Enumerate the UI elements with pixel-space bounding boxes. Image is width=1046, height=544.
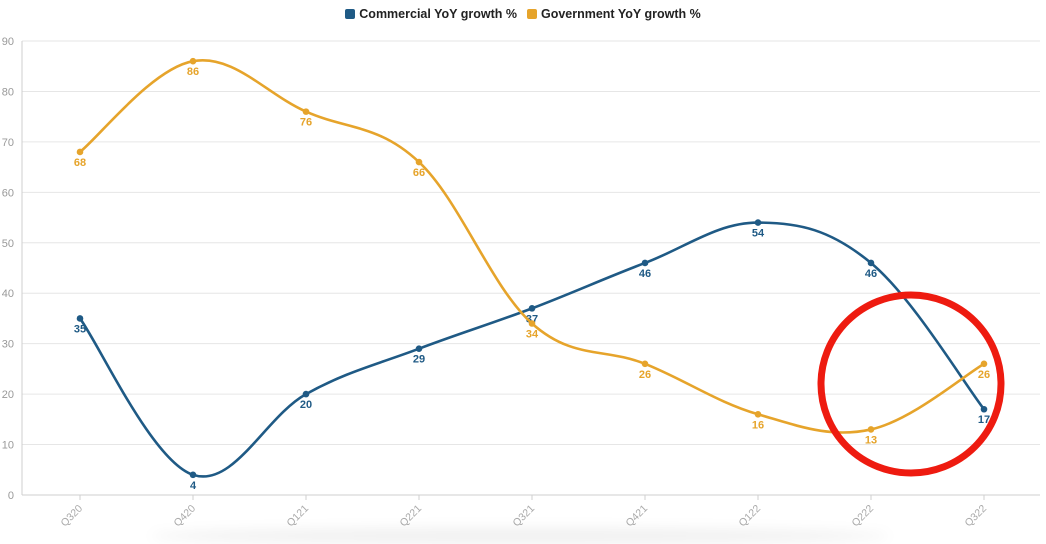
data-point[interactable] <box>754 410 762 418</box>
data-point[interactable] <box>415 158 423 166</box>
data-label: 76 <box>300 117 312 129</box>
y-tick-label: 70 <box>2 137 14 149</box>
y-tick-label: 0 <box>8 490 14 502</box>
x-tick-label: Q421 <box>623 503 650 530</box>
y-axis-ticks: 0 10 20 30 40 50 60 70 80 90 <box>2 36 14 502</box>
x-tick-label: Q322 <box>962 503 989 530</box>
x-tick-label: Q122 <box>736 503 763 530</box>
grid <box>21 40 1040 496</box>
data-label: 4 <box>190 480 197 492</box>
data-label: 34 <box>526 328 539 340</box>
data-point[interactable] <box>528 305 536 312</box>
data-label: 26 <box>639 369 651 381</box>
legend-item-1[interactable]: Government YoY growth % <box>526 7 701 21</box>
data-label: 29 <box>413 354 425 366</box>
y-tick-label: 40 <box>2 288 14 300</box>
data-label: 46 <box>639 268 651 280</box>
legend: Commercial YoY growth % Government YoY gr… <box>0 7 1046 21</box>
x-tick-label: Q321 <box>510 503 537 530</box>
data-point[interactable] <box>302 108 310 115</box>
x-tick-label: Q320 <box>58 503 85 530</box>
data-point[interactable] <box>867 259 875 267</box>
y-tick-label: 20 <box>2 389 14 401</box>
x-tick-label: Q221 <box>397 503 424 530</box>
y-tick-label: 50 <box>2 238 14 250</box>
legend-item-0[interactable]: Commercial YoY growth % <box>345 7 517 21</box>
series-1: 68 86 76 66 34 26 16 13 26 <box>74 57 990 446</box>
annotations <box>817 291 1005 477</box>
data-point[interactable] <box>980 405 988 413</box>
legend-label: Commercial YoY growth % <box>359 7 517 21</box>
series-line <box>78 59 986 434</box>
data-point[interactable] <box>754 219 762 226</box>
x-tick-label: Q420 <box>171 503 198 530</box>
data-point[interactable] <box>528 320 536 327</box>
data-point[interactable] <box>76 148 84 156</box>
data-label: 54 <box>752 228 765 240</box>
data-point[interactable] <box>415 345 423 353</box>
legend-label: Government YoY growth % <box>540 7 701 21</box>
data-point[interactable] <box>867 426 875 433</box>
data-point[interactable] <box>641 259 649 267</box>
x-tick-label: Q121 <box>284 503 311 530</box>
y-tick-label: 30 <box>2 339 14 351</box>
series-line <box>78 221 986 478</box>
y-tick-label: 10 <box>2 440 14 452</box>
data-label: 13 <box>865 434 877 446</box>
data-label: 86 <box>187 66 199 78</box>
data-point[interactable] <box>980 360 988 368</box>
data-label: 16 <box>752 419 764 431</box>
data-label: 35 <box>74 323 86 335</box>
data-point[interactable] <box>189 471 197 479</box>
data-label: 20 <box>300 399 312 411</box>
data-point[interactable] <box>76 315 84 322</box>
data-point[interactable] <box>189 57 197 65</box>
x-tick-label: Q222 <box>849 503 876 530</box>
y-tick-label: 90 <box>2 36 14 48</box>
y-tick-label: 60 <box>2 187 14 199</box>
data-label: 46 <box>865 268 877 280</box>
highlight-circle <box>817 291 1005 477</box>
x-axis-ticks: Q320 Q420 Q121 Q221 Q321 Q421 Q122 Q222 Q322 <box>58 495 989 529</box>
legend-swatch <box>526 9 537 19</box>
data-label: 17 <box>978 414 990 426</box>
y-tick-label: 80 <box>2 86 14 98</box>
data-label: 26 <box>978 369 990 381</box>
data-label: 66 <box>413 167 425 179</box>
data-point[interactable] <box>641 360 649 368</box>
data-label: 68 <box>74 157 86 169</box>
scroll-shadow <box>150 528 890 544</box>
legend-swatch <box>345 9 356 19</box>
data-point[interactable] <box>302 390 310 398</box>
